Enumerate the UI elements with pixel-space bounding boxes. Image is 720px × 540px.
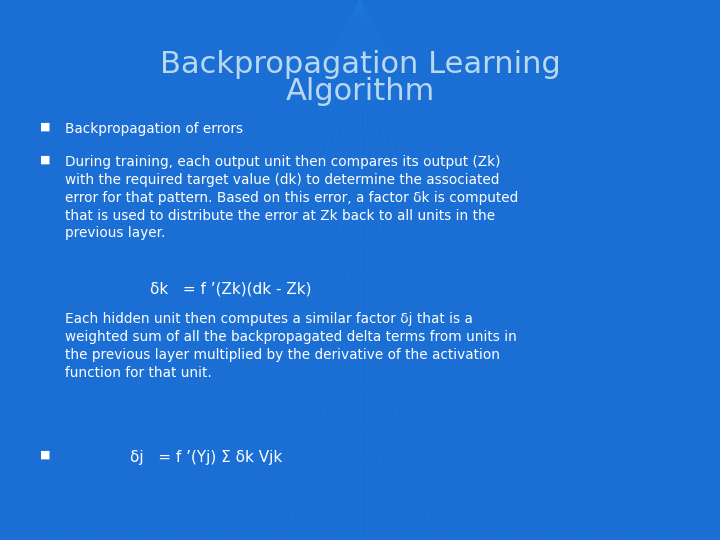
Text: Algorithm: Algorithm (285, 77, 435, 106)
Text: Backpropagation Learning: Backpropagation Learning (160, 50, 560, 79)
Text: During training, each output unit then compares its output (Zk)
with the require: During training, each output unit then c… (65, 155, 518, 240)
Text: Backpropagation of errors: Backpropagation of errors (65, 122, 243, 136)
Text: ■: ■ (40, 155, 50, 165)
Text: Each hidden unit then computes a similar factor δj that is a
weighted sum of all: Each hidden unit then computes a similar… (65, 312, 517, 380)
Text: δj   = f ’(Yj) Σ δk Vjk: δj = f ’(Yj) Σ δk Vjk (130, 450, 282, 465)
Text: ■: ■ (40, 122, 50, 132)
Text: δk   = f ’(Zk)(dk - Zk): δk = f ’(Zk)(dk - Zk) (150, 282, 312, 297)
Text: ■: ■ (40, 450, 50, 460)
